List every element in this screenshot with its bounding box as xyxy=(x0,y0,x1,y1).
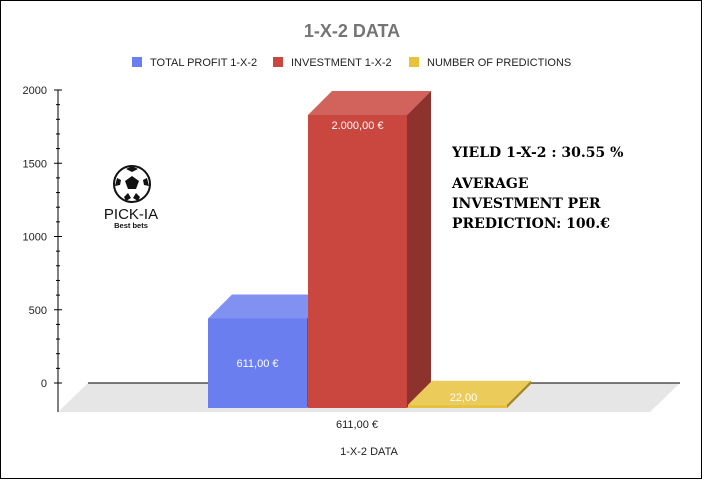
avg-note-line2: INVESTMENT PER xyxy=(452,196,601,212)
x-tick-label: 611,00 € xyxy=(336,419,378,431)
logo-tagline: Best bets xyxy=(114,221,148,230)
bar-front-face xyxy=(208,318,307,408)
pick-ia-logo: PICK-IA Best bets xyxy=(104,165,158,230)
bar-2: 2.000,00 € xyxy=(308,91,431,408)
legend: TOTAL PROFIT 1-X-2 INVESTMENT 1-X-2 NUMBER… xyxy=(132,57,571,69)
y-tick-label: 1500 xyxy=(23,158,47,170)
y-tick-label: 500 xyxy=(29,305,47,317)
legend-swatch xyxy=(132,57,142,67)
legend-label: INVESTMENT 1-X-2 xyxy=(291,57,392,69)
avg-note-line3: PREDICTION: 100.€ xyxy=(452,216,610,232)
y-tick-label: 0 xyxy=(41,378,47,390)
bar-side-face xyxy=(507,380,531,408)
soccer-ball-icon xyxy=(113,165,151,203)
bar-side-face xyxy=(407,91,431,408)
y-tick-label: 1000 xyxy=(23,232,47,244)
bar-top-face xyxy=(408,380,531,405)
legend-swatch xyxy=(409,57,419,67)
chart-title: 1-X-2 DATA xyxy=(304,21,400,41)
bar-front-face xyxy=(408,404,507,408)
avg-note-line1: AVERAGE xyxy=(451,176,529,192)
bar-3: 22,00 xyxy=(408,380,531,408)
logo-name: PICK-IA xyxy=(104,206,158,223)
bar-data-label: 22,00 xyxy=(450,392,478,404)
bars: 611,00 € 2.000,00 € 22,00 xyxy=(208,91,531,408)
legend-label: NUMBER OF PREDICTIONS xyxy=(427,57,571,69)
y-ticks: 0 500 1000 1500 2000 xyxy=(23,85,62,390)
legend-label: TOTAL PROFIT 1-X-2 xyxy=(150,57,257,69)
x-axis-label: 1-X-2 DATA xyxy=(340,446,398,458)
bar-data-label: 611,00 € xyxy=(236,358,278,370)
bar-data-label: 2.000,00 € xyxy=(332,120,384,132)
yield-note: YIELD 1-X-2 : 30.55 % xyxy=(451,145,623,161)
legend-swatch xyxy=(273,57,283,67)
bar-top-face xyxy=(308,91,431,115)
y-tick-label: 2000 xyxy=(23,85,47,97)
bar-front-face xyxy=(308,115,407,408)
bar-top-face xyxy=(208,294,331,319)
